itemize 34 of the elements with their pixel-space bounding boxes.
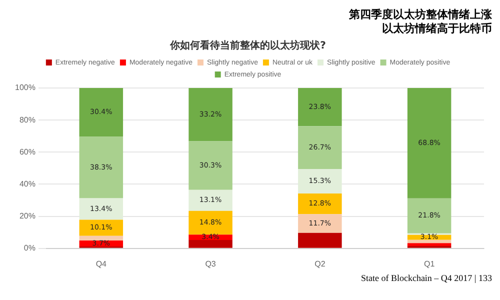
bar — [407, 88, 452, 198]
bar — [188, 190, 232, 211]
bar — [79, 198, 124, 220]
text: 第四季度以太坊整体情绪上涨 — [348, 8, 492, 22]
bar — [298, 126, 342, 169]
x-tick-label: Q2 — [314, 259, 326, 268]
bar — [79, 88, 124, 137]
x-tick-label: Q3 — [205, 259, 216, 268]
bar — [298, 232, 342, 248]
x-tick-label: Q4 — [96, 259, 108, 268]
bar — [407, 243, 452, 246]
bar — [298, 194, 342, 214]
bar — [298, 88, 342, 126]
text: State of Blockchain – Q4 2017 | 133 — [360, 272, 492, 284]
chart-title: 你如何看待当前整体的以太坊现状? — [169, 40, 326, 52]
y-tick-label: 0% — [24, 244, 36, 253]
bar — [298, 214, 342, 233]
bar — [188, 240, 232, 248]
y-tick-label: 60% — [19, 147, 36, 156]
bar — [79, 220, 124, 236]
bar — [188, 210, 232, 235]
y-tick-label: 100% — [14, 83, 36, 92]
y-tick-label: 80% — [19, 115, 36, 124]
bar — [407, 240, 452, 244]
y-tick-label: 20% — [19, 212, 36, 221]
bar — [188, 88, 232, 142]
bar — [298, 169, 342, 194]
bar — [407, 198, 452, 234]
bar — [79, 136, 124, 198]
text: 以太坊情绪高于比特币 — [381, 22, 492, 36]
bar — [79, 236, 124, 241]
bar — [188, 141, 232, 190]
y-tick-label: 40% — [19, 179, 36, 188]
x-tick-label: Q1 — [424, 259, 436, 268]
